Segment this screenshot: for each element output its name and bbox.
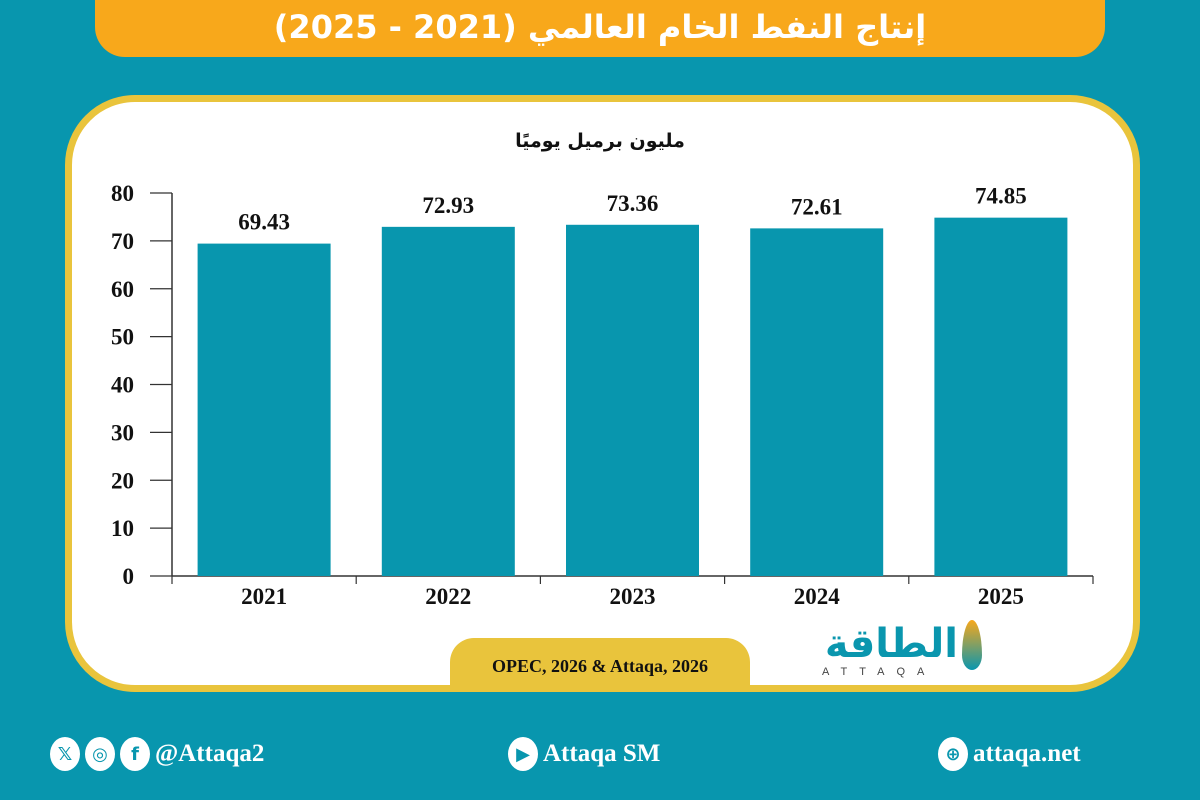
x-icon[interactable]: 𝕏 [50, 737, 80, 771]
social-links: 𝕏 ◎ f @Attaqa2 [50, 736, 264, 772]
data-label: 74.85 [975, 184, 1027, 209]
x-tick-label: 2025 [978, 584, 1024, 609]
y-tick-label: 0 [123, 564, 135, 589]
y-tick-label: 10 [111, 516, 134, 541]
logo-drop-icon [962, 620, 982, 670]
social-handle[interactable]: @Attaqa2 [155, 740, 265, 767]
chart-title: إنتاج النفط الخام العالمي (2021 - 2025) [95, 0, 1105, 57]
facebook-icon[interactable]: f [120, 737, 150, 771]
y-tick-label: 60 [111, 277, 134, 302]
x-tick-label: 2024 [794, 584, 841, 609]
youtube-link[interactable]: ▶ Attaqa SM [508, 736, 660, 772]
y-tick-label: 50 [111, 325, 134, 350]
y-tick-label: 40 [111, 373, 134, 398]
instagram-icon[interactable]: ◎ [85, 737, 115, 771]
logo-arabic: الطاقة [824, 621, 958, 667]
bar-2023 [566, 224, 699, 576]
bar-2022 [381, 226, 515, 576]
x-tick-label: 2023 [610, 584, 656, 609]
youtube-label: Attaqa SM [543, 740, 661, 767]
y-tick-label: 70 [111, 229, 134, 254]
y-tick-label: 30 [111, 420, 134, 445]
data-label: 73.36 [607, 191, 659, 216]
website-link[interactable]: ⊕ attaqa.net [938, 736, 1081, 772]
y-tick-label: 80 [111, 181, 134, 206]
data-label: 72.93 [422, 193, 474, 218]
attaqa-logo: الطاقة ATTAQA [808, 620, 988, 680]
data-label: 72.61 [791, 194, 843, 219]
bar-2025 [934, 217, 1068, 576]
logo-latin: ATTAQA [822, 666, 937, 678]
y-tick-label: 20 [111, 468, 134, 493]
bar-2021 [197, 243, 331, 576]
source-label: OPEC, 2026 & Attaqa, 2026 [450, 638, 750, 692]
youtube-icon: ▶ [508, 737, 538, 771]
x-tick-label: 2021 [241, 584, 287, 609]
x-tick-label: 2022 [425, 584, 471, 609]
bar-2024 [750, 228, 884, 576]
website-label: attaqa.net [973, 740, 1081, 767]
data-label: 69.43 [238, 210, 290, 235]
y-axis-label: مليون برميل يوميًا [515, 130, 685, 152]
globe-icon: ⊕ [938, 737, 968, 771]
